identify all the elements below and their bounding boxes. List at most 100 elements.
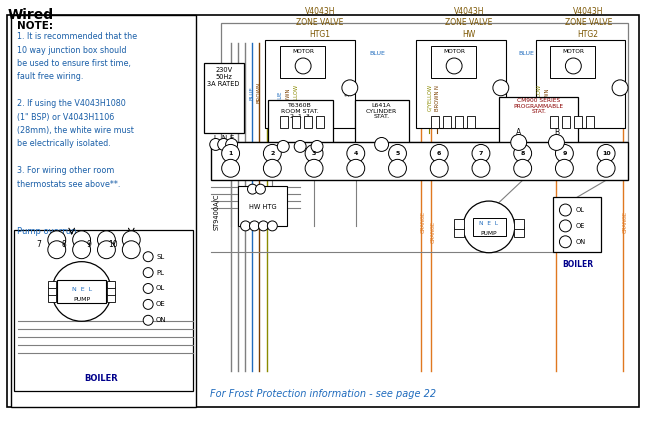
Text: 7: 7 [36, 240, 41, 249]
Text: V4043H
ZONE VALVE
HTG1: V4043H ZONE VALVE HTG1 [296, 7, 344, 38]
Circle shape [267, 221, 278, 231]
Bar [467, 116, 475, 127]
Circle shape [463, 201, 515, 253]
Text: (28mm), the white wire must: (28mm), the white wire must [17, 126, 134, 135]
Circle shape [217, 138, 230, 150]
Text: C: C [392, 143, 397, 149]
Circle shape [342, 80, 358, 96]
Text: V4043H
ZONE VALVE
HTG2: V4043H ZONE VALVE HTG2 [565, 7, 612, 38]
Circle shape [305, 144, 323, 162]
Text: 4: 4 [354, 151, 358, 156]
Circle shape [556, 160, 573, 177]
Bar [107, 281, 115, 289]
Text: ST9400A/C: ST9400A/C [214, 194, 220, 230]
Bar [417, 40, 506, 127]
Bar [355, 100, 410, 154]
Bar [280, 46, 325, 78]
Text: 10: 10 [602, 151, 610, 156]
Text: fault free wiring.: fault free wiring. [17, 73, 83, 81]
Circle shape [143, 300, 153, 309]
Circle shape [143, 268, 153, 278]
Text: For Frost Protection information - see page 22: For Frost Protection information - see p… [210, 389, 436, 399]
Text: BOILER: BOILER [85, 374, 118, 383]
Bar [57, 279, 107, 303]
Text: PL: PL [156, 270, 164, 276]
Circle shape [98, 231, 115, 249]
Bar [211, 143, 628, 180]
Bar [269, 100, 333, 154]
Bar [454, 219, 464, 229]
Circle shape [514, 144, 532, 162]
Text: E: E [230, 135, 234, 141]
Text: MOTOR: MOTOR [292, 49, 314, 54]
Text: L: L [214, 135, 217, 141]
Text: A: A [516, 128, 521, 137]
Text: G/YELLOW: G/YELLOW [427, 84, 432, 111]
Bar [304, 116, 312, 127]
Bar [11, 15, 196, 407]
Bar [514, 219, 523, 229]
Circle shape [389, 144, 406, 162]
Bar [586, 116, 594, 127]
Circle shape [565, 58, 581, 74]
Bar [553, 197, 601, 252]
Text: G/YELLOW: G/YELLOW [265, 78, 270, 107]
Text: OL: OL [575, 207, 584, 213]
Circle shape [143, 284, 153, 293]
Text: 10: 10 [109, 240, 118, 249]
Text: 1: 1 [228, 151, 233, 156]
Text: BROWN: BROWN [257, 82, 262, 103]
Bar [221, 23, 628, 143]
Text: 7: 7 [479, 151, 483, 156]
Text: 3: 3 [312, 151, 316, 156]
Text: L: L [259, 177, 262, 182]
Circle shape [72, 231, 91, 249]
Circle shape [375, 138, 389, 151]
Bar [454, 227, 464, 237]
Circle shape [597, 144, 615, 162]
Bar [432, 46, 476, 78]
Circle shape [143, 252, 153, 262]
Text: 6: 6 [437, 151, 441, 156]
Bar [316, 116, 324, 127]
Text: BLUE: BLUE [519, 51, 534, 56]
Text: G/YELLOW: G/YELLOW [294, 84, 299, 111]
Bar [265, 40, 355, 127]
Bar [280, 116, 288, 127]
Circle shape [258, 221, 269, 231]
Bar [48, 281, 56, 289]
Bar [107, 295, 115, 303]
Text: OE: OE [575, 223, 585, 229]
Circle shape [549, 135, 564, 150]
Circle shape [389, 160, 406, 177]
Bar [499, 97, 578, 154]
Text: BROWN N: BROWN N [435, 85, 440, 111]
Text: ORANGE: ORANGE [431, 221, 436, 243]
Text: CM900 SERIES
PROGRAMMABLE
STAT.: CM900 SERIES PROGRAMMABLE STAT. [514, 98, 564, 114]
Circle shape [256, 184, 265, 194]
Circle shape [295, 58, 311, 74]
Text: be electrically isolated.: be electrically isolated. [17, 140, 111, 149]
Bar [204, 63, 243, 133]
Text: thermostats see above**.: thermostats see above**. [17, 180, 120, 189]
Text: 1. It is recommended that the: 1. It is recommended that the [17, 32, 137, 41]
Circle shape [347, 160, 365, 177]
Circle shape [222, 144, 239, 162]
Text: GREY: GREY [235, 86, 240, 100]
Text: 230V
50Hz
3A RATED: 230V 50Hz 3A RATED [208, 67, 240, 87]
Text: N  E  L: N E L [479, 222, 498, 227]
Circle shape [48, 241, 66, 259]
Text: OE: OE [156, 301, 166, 307]
Circle shape [248, 184, 258, 194]
Bar [536, 40, 625, 127]
Circle shape [52, 262, 111, 321]
Text: 5: 5 [395, 151, 400, 156]
Circle shape [347, 144, 365, 162]
Text: ON: ON [575, 239, 586, 245]
Text: PUMP: PUMP [481, 231, 497, 236]
Circle shape [294, 141, 306, 152]
Text: ORANGE: ORANGE [556, 211, 561, 233]
Text: 8: 8 [61, 240, 66, 249]
Text: GREY: GREY [228, 86, 233, 100]
Bar [575, 116, 582, 127]
